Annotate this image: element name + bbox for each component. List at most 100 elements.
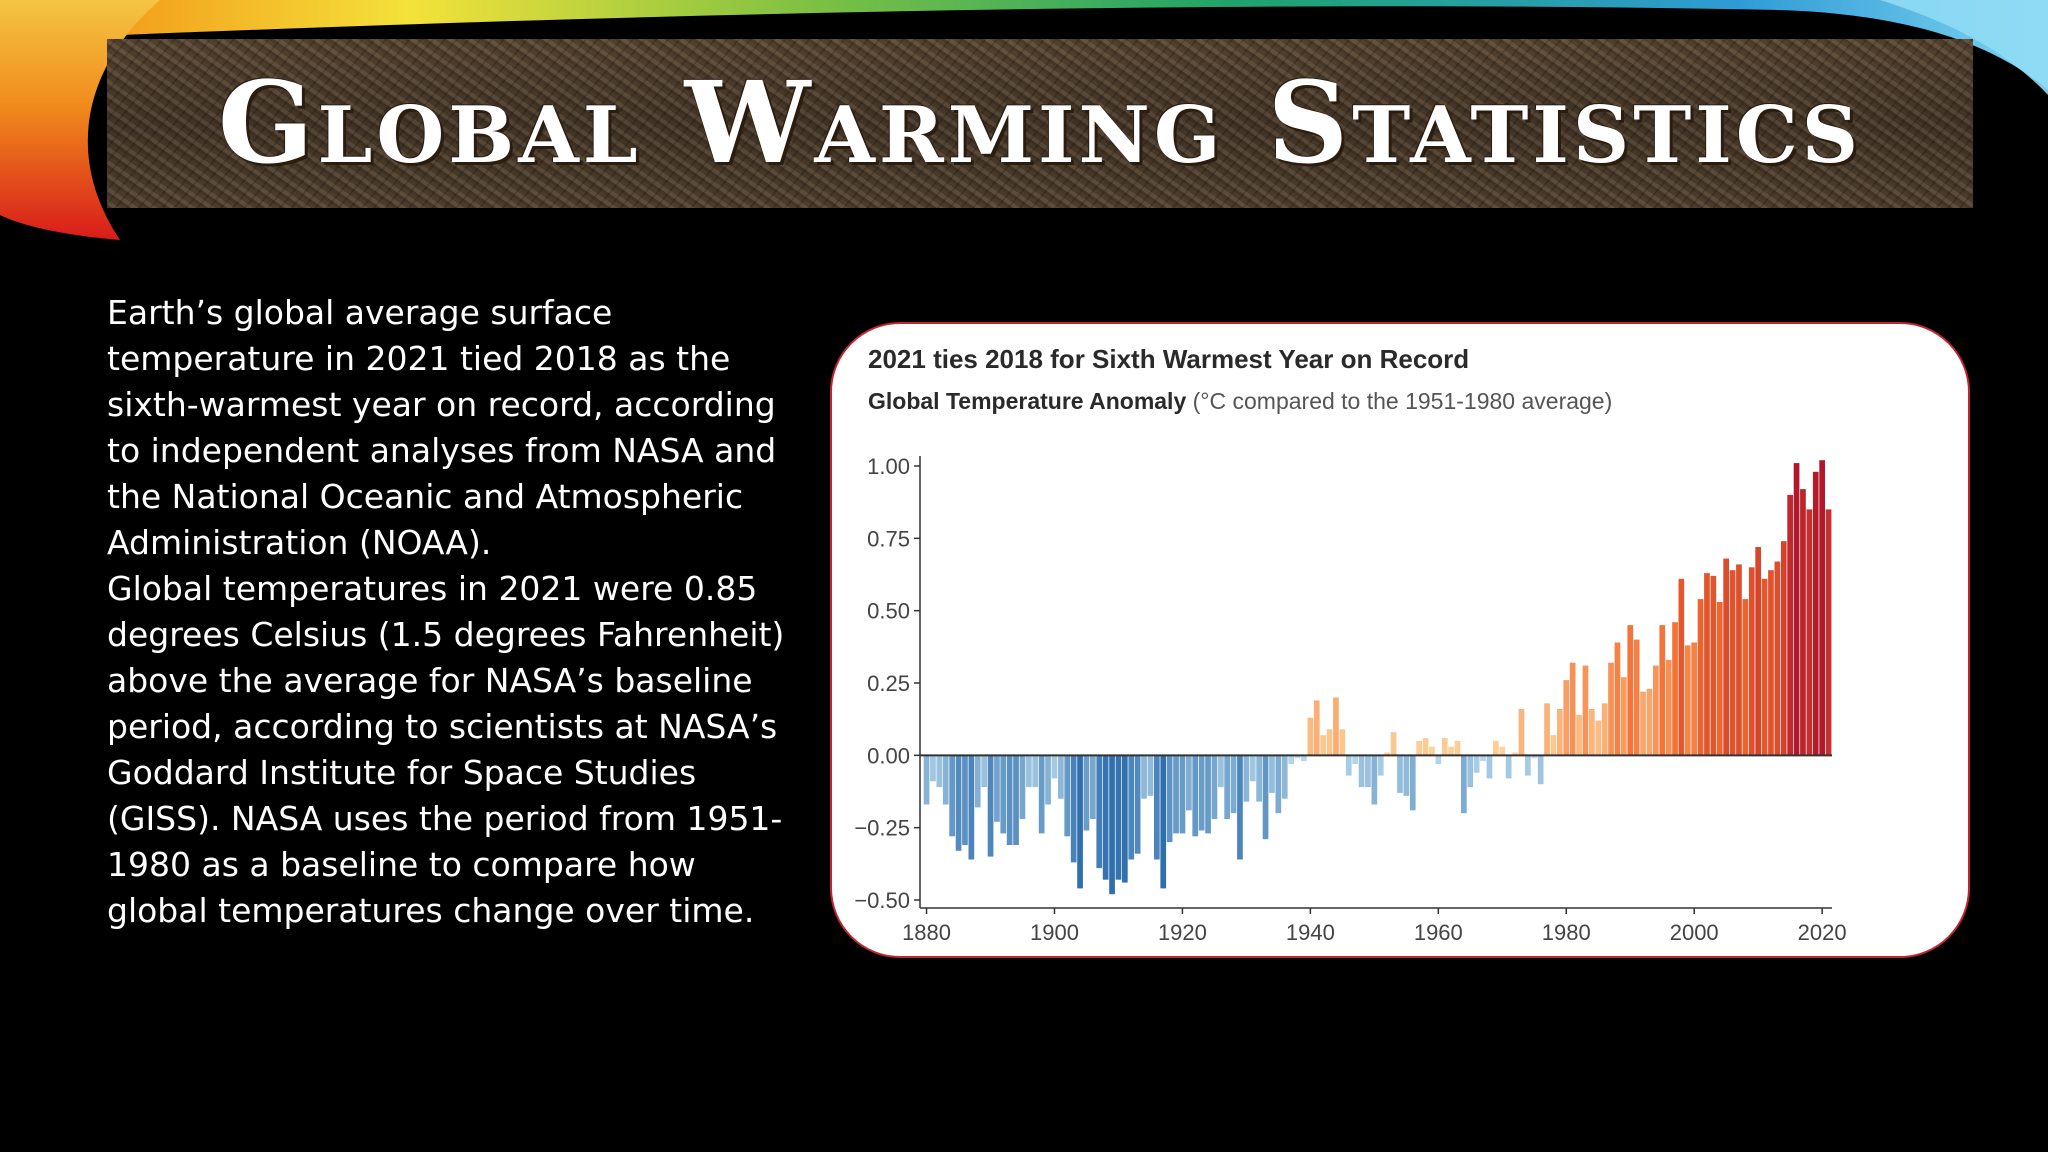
bar-1944 <box>1333 697 1339 756</box>
bar-1983 <box>1582 665 1589 756</box>
bar-1923 <box>1198 755 1205 831</box>
bar-2007 <box>1736 564 1742 756</box>
bar-1999 <box>1684 645 1691 756</box>
body-paragraph: Earth’s global average surface temperatu… <box>107 293 777 562</box>
x-tick-label: 1920 <box>1158 920 1207 945</box>
bar-1982 <box>1576 714 1582 756</box>
slide-title: Global Warming Statistics <box>217 57 1863 189</box>
bar-1929 <box>1237 755 1243 860</box>
bar-2015 <box>1787 494 1793 756</box>
bar-1961 <box>1441 738 1448 756</box>
bar-1932 <box>1256 755 1262 802</box>
bar-1969 <box>1493 740 1499 756</box>
bar-1937 <box>1288 755 1294 764</box>
title-banner: Global Warming Statistics <box>107 39 1973 208</box>
bar-1918 <box>1166 755 1173 843</box>
bar-1903 <box>1070 755 1077 863</box>
bar-1994 <box>1653 665 1659 756</box>
bar-1992 <box>1640 691 1646 756</box>
bar-1883 <box>942 755 949 805</box>
bar-1931 <box>1249 755 1256 782</box>
y-tick-label: 0.25 <box>867 671 910 696</box>
bar-1902 <box>1064 755 1071 837</box>
bar-1981 <box>1569 662 1576 756</box>
bar-1955 <box>1403 755 1410 796</box>
bar-1919 <box>1173 755 1179 834</box>
bar-1991 <box>1633 639 1640 756</box>
bar-1971 <box>1505 755 1512 779</box>
bar-1960 <box>1435 755 1442 764</box>
bar-1899 <box>1045 755 1051 805</box>
y-tick-label: 0.50 <box>867 599 910 624</box>
bar-1949 <box>1365 755 1371 788</box>
bar-1959 <box>1429 746 1435 756</box>
bar-1901 <box>1058 755 1064 799</box>
bar-1958 <box>1422 738 1429 756</box>
bar-1967 <box>1480 755 1486 762</box>
x-tick-label: 1880 <box>902 920 951 945</box>
x-tick-label: 1980 <box>1542 920 1591 945</box>
bar-1909 <box>1109 755 1115 895</box>
bar-1926 <box>1218 755 1224 788</box>
bar-1956 <box>1409 755 1416 811</box>
decorative-color-swoosh <box>0 0 2048 240</box>
bar-1962 <box>1448 746 1454 756</box>
bar-2008 <box>1742 599 1749 756</box>
bar-1952 <box>1384 752 1390 756</box>
x-tick-label: 2000 <box>1670 920 1719 945</box>
bar-1946 <box>1345 755 1352 776</box>
bar-2006 <box>1729 570 1736 756</box>
bar-1941 <box>1313 700 1320 756</box>
bar-1900 <box>1051 755 1058 779</box>
bar-2000 <box>1691 642 1697 756</box>
bar-2014 <box>1780 541 1787 756</box>
bar-1913 <box>1134 755 1141 854</box>
x-tick-label: 2020 <box>1798 920 1847 945</box>
bar-1906 <box>1090 755 1096 819</box>
bar-1892 <box>1000 755 1007 834</box>
bar-1881 <box>930 755 936 782</box>
bar-1938 <box>1294 755 1301 759</box>
bar-1985 <box>1595 720 1602 756</box>
bar-1914 <box>1141 755 1147 799</box>
bar-1947 <box>1352 755 1358 764</box>
bar-2011 <box>1761 578 1768 756</box>
bar-1921 <box>1186 755 1192 811</box>
bar-1945 <box>1339 729 1346 756</box>
bar-1972 <box>1512 752 1518 756</box>
bar-1970 <box>1499 746 1506 756</box>
bar-1935 <box>1275 755 1282 814</box>
bar-2005 <box>1723 558 1729 756</box>
bar-2021 <box>1825 509 1832 756</box>
bar-1997 <box>1672 622 1678 756</box>
bar-1889 <box>981 755 987 788</box>
bar-1895 <box>1019 755 1026 819</box>
bar-1942 <box>1320 735 1326 756</box>
chart-card: 1.00 0.75 0.50 0.25 0.00 −0.25 −0.50 1880 1900 19… <box>830 322 1970 958</box>
bar-1886 <box>962 755 968 845</box>
bar-1989 <box>1621 677 1627 756</box>
bar-1950 <box>1371 755 1378 805</box>
bar-1936 <box>1281 755 1288 799</box>
bar-1897 <box>1032 755 1039 788</box>
bar-2004 <box>1716 602 1723 756</box>
bar-1968 <box>1486 755 1493 779</box>
bar-1917 <box>1160 755 1167 889</box>
bar-1987 <box>1608 662 1614 756</box>
bar-1986 <box>1601 703 1608 756</box>
body-text: Earth’s global average surface temperatu… <box>107 290 787 934</box>
bar-1910 <box>1115 755 1122 880</box>
bar-1891 <box>994 755 1000 822</box>
bar-2019 <box>1812 471 1819 756</box>
bar-1979 <box>1557 709 1563 756</box>
bar-1904 <box>1077 755 1083 889</box>
bar-1933 <box>1262 755 1269 840</box>
bar-1924 <box>1205 755 1211 834</box>
bar-1916 <box>1154 755 1160 860</box>
bar-1912 <box>1128 755 1135 860</box>
bar-1964 <box>1461 755 1467 814</box>
bar-1980 <box>1563 680 1570 756</box>
bar-1948 <box>1358 755 1365 788</box>
bar-2018 <box>1806 509 1813 756</box>
y-tick-label: 0.75 <box>867 526 910 551</box>
